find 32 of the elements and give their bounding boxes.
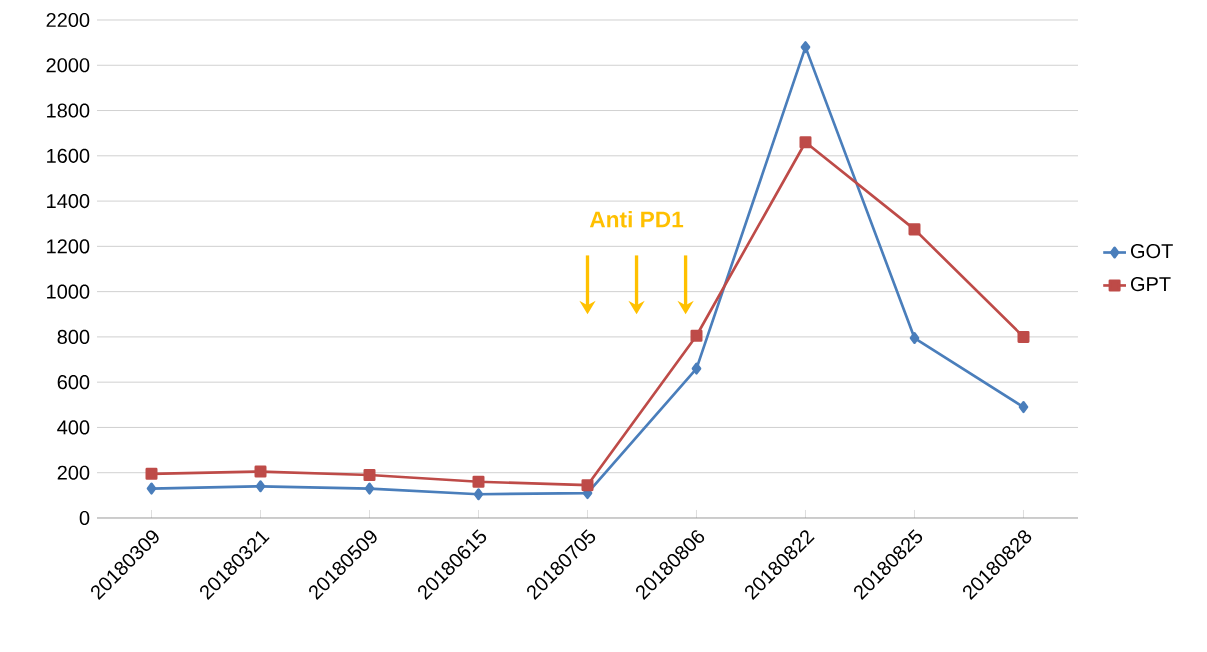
y-tick-label: 200 bbox=[57, 465, 90, 480]
point bbox=[255, 480, 266, 493]
point bbox=[581, 479, 594, 492]
y-tick-label: 1600 bbox=[47, 148, 90, 163]
y-tick-label: 800 bbox=[57, 329, 90, 344]
y-tick-label: 400 bbox=[57, 420, 90, 435]
y-tick-label: 1200 bbox=[47, 239, 90, 254]
y-tick-label: 2000 bbox=[46, 58, 90, 73]
annotation: Anti PD1 bbox=[589, 210, 684, 228]
point bbox=[1017, 330, 1030, 343]
point bbox=[364, 482, 375, 495]
legend-label: GPT bbox=[1130, 276, 1171, 292]
point bbox=[1018, 401, 1029, 414]
point bbox=[690, 329, 703, 342]
y-tick-label: 600 bbox=[57, 375, 90, 390]
point bbox=[691, 362, 702, 375]
y-tick-label: 1800 bbox=[47, 103, 90, 118]
point bbox=[908, 223, 921, 236]
point bbox=[254, 465, 267, 478]
legend-label: GOT bbox=[1130, 244, 1173, 259]
y-tick-label: 1400 bbox=[47, 194, 90, 209]
point bbox=[473, 488, 484, 501]
point bbox=[146, 482, 157, 495]
y-tick-label: 1000 bbox=[47, 284, 90, 299]
y-tick-label: 2200 bbox=[46, 12, 90, 28]
point bbox=[799, 136, 812, 149]
y-tick-label: 0 bbox=[79, 510, 90, 526]
point bbox=[472, 475, 485, 488]
point bbox=[145, 467, 158, 480]
point bbox=[363, 468, 376, 481]
point bbox=[909, 332, 920, 345]
point bbox=[800, 41, 811, 54]
